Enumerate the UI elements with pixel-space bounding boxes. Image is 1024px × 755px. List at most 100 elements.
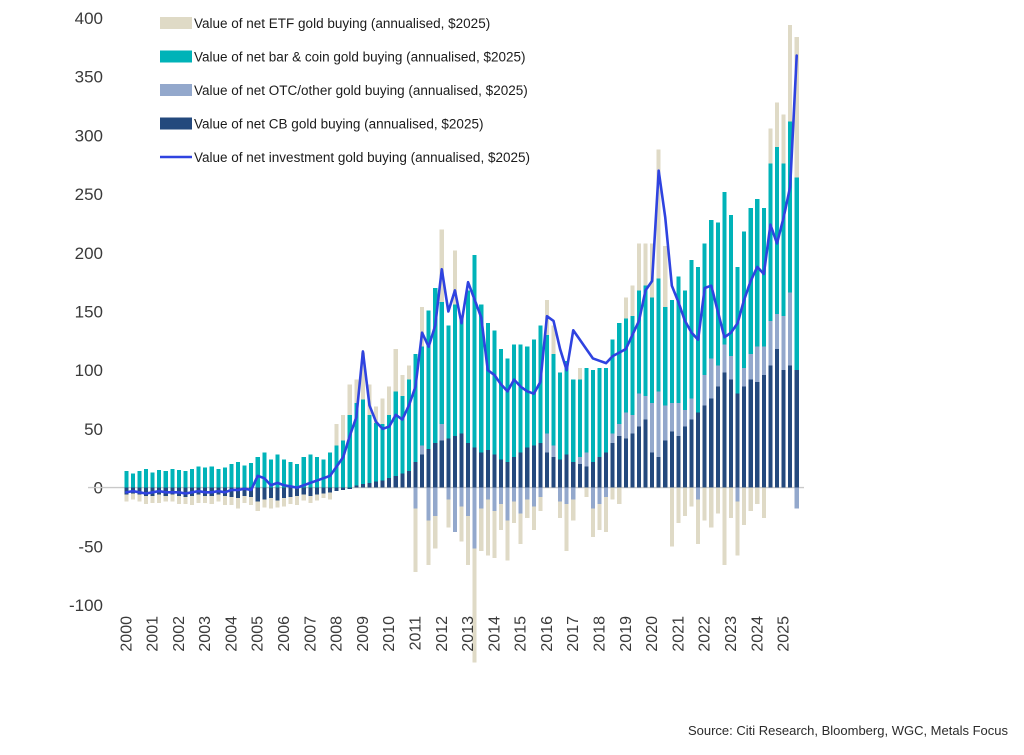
- bar-bar_coin-2002Q2: [183, 471, 188, 488]
- y-tick-250: 250: [75, 185, 103, 204]
- bar-bar_coin-2004Q2: [235, 461, 241, 488]
- bar-otc_other-2015Q2: [525, 487, 530, 500]
- bar-cb-2024Q1: [755, 381, 760, 488]
- x-tick-2006: 2006: [276, 616, 293, 652]
- bar-otc_other-2017Q2: [577, 457, 582, 465]
- bar-otc_other-2015Q3: [531, 487, 536, 507]
- bar-otc_other-2016Q1: [544, 433, 549, 453]
- bar-etf-2024Q1: [755, 487, 760, 505]
- bar-etf-2021Q4: [696, 499, 701, 544]
- bar-etf-2019Q3: [636, 243, 642, 291]
- bar-etf-2018Q3: [610, 487, 615, 500]
- bar-cb-2011Q2: [420, 454, 425, 488]
- bar-cb-2017Q1: [571, 461, 576, 488]
- bar-otc_other-2019Q4: [643, 396, 648, 420]
- bar-cb-2010Q1: [387, 478, 392, 488]
- bar-bar_coin-2001Q1: [150, 472, 155, 488]
- bar-bar_coin-2005Q2: [262, 452, 267, 488]
- bar-bar_coin-2006Q4: [301, 457, 306, 488]
- bar-bar_coin-2014Q4: [512, 344, 517, 458]
- bar-bar_coin-2024Q2: [761, 208, 766, 347]
- bar-etf-2006Q3: [295, 495, 300, 506]
- x-tick-2014: 2014: [486, 616, 503, 652]
- bar-cb-2010Q3: [400, 473, 405, 488]
- bar-etf-2004Q3: [242, 495, 247, 503]
- bar-bar_coin-2009Q2: [367, 414, 372, 483]
- bar-etf-2012Q1: [439, 229, 444, 303]
- bar-etf-2017Q2: [577, 367, 582, 380]
- bar-bar_coin-2013Q3: [479, 304, 484, 453]
- bar-bar_coin-2019Q2: [630, 316, 635, 415]
- net-investment-line: [124, 54, 799, 495]
- bar-bar_coin-2007Q1: [308, 454, 313, 488]
- bar-etf-2020Q2: [656, 149, 661, 279]
- bar-cb-2014Q3: [505, 461, 510, 488]
- bar-cb-2006Q3: [295, 487, 300, 496]
- bar-cb-2020Q3: [663, 440, 668, 488]
- bar-etf-2015Q3: [531, 506, 536, 530]
- x-tick-2018: 2018: [592, 616, 609, 652]
- bar-etf-2014Q3: [505, 520, 510, 561]
- bar-cb-2023Q3: [742, 386, 747, 488]
- legend-swatch-etf: [160, 17, 192, 29]
- bar-cb-2011Q1: [413, 461, 418, 488]
- bar-cb-2000Q4: [143, 487, 149, 496]
- bar-otc_other-2021Q4: [696, 487, 701, 500]
- bar-etf-2010Q1: [387, 386, 392, 415]
- bar-bar_coin-2023Q2: [735, 266, 740, 394]
- bar-cb-2019Q3: [636, 426, 642, 488]
- bar-otc_other-2018Q1: [597, 487, 602, 505]
- bar-bar_coin-2020Q3: [663, 306, 668, 406]
- bar-cb-2008Q3: [347, 487, 352, 489]
- bar-etf-2022Q3: [715, 487, 720, 514]
- bar-cb-2013Q2: [472, 447, 477, 488]
- legend-item-bar_coin[interactable]: Value of net bar & coin gold buying (ann…: [160, 50, 525, 65]
- bar-otc_other-2020Q1: [650, 403, 655, 453]
- legend-item-otc_other[interactable]: Value of net OTC/other gold buying (annu…: [160, 83, 528, 98]
- bar-cb-2005Q2: [262, 487, 267, 500]
- bar-otc_other-2016Q2: [551, 445, 556, 458]
- source-note: Source: Citi Research, Bloomberg, WGC, M…: [688, 723, 1009, 738]
- bar-otc_other-2011Q2: [420, 445, 425, 455]
- x-tick-2019: 2019: [618, 616, 635, 652]
- bar-bar_coin-2021Q1: [676, 276, 681, 404]
- bar-bar_coin-2004Q1: [229, 464, 234, 488]
- x-tick-2020: 2020: [644, 616, 661, 652]
- bar-etf-2024Q4: [774, 102, 780, 148]
- bar-etf-2010Q2: [393, 349, 398, 392]
- bar-otc_other-2024Q3: [768, 320, 773, 366]
- legend-item-cb[interactable]: Value of net CB gold buying (annualised,…: [160, 117, 483, 132]
- bar-cb-2020Q2: [656, 457, 661, 488]
- bar-bar_coin-2001Q4: [170, 468, 175, 488]
- bar-etf-2020Q4: [669, 487, 674, 547]
- bar-cb-2008Q1: [334, 487, 339, 492]
- bar-etf-2002Q1: [176, 495, 181, 505]
- bar-otc_other-2014Q3: [505, 487, 510, 521]
- bar-cb-2016Q3: [558, 459, 563, 488]
- x-tick-2001: 2001: [145, 616, 162, 652]
- bar-bar_coin-2019Q1: [623, 318, 628, 413]
- bar-otc_other-2011Q1: [413, 487, 418, 509]
- bar-etf-2002Q4: [196, 494, 201, 503]
- bar-otc_other-2012Q1: [439, 424, 444, 441]
- legend-label-etf: Value of net ETF gold buying (annualised…: [194, 16, 490, 31]
- bar-etf-2017Q1: [571, 499, 576, 521]
- bar-etf-2013Q4: [485, 499, 490, 556]
- bar-bar_coin-2005Q3: [268, 459, 273, 488]
- bar-etf-2005Q4: [275, 500, 280, 508]
- x-tick-2021: 2021: [670, 616, 687, 652]
- bar-cb-2017Q4: [590, 461, 595, 488]
- bar-bar_coin-2012Q4: [459, 316, 464, 434]
- bar-cb-2006Q4: [301, 487, 306, 495]
- legend-item-etf[interactable]: Value of net ETF gold buying (annualised…: [160, 16, 490, 31]
- bar-bar_coin-2011Q3: [426, 310, 431, 449]
- bar-bar_coin-2011Q2: [420, 346, 425, 446]
- bar-bar_coin-2013Q1: [466, 290, 471, 443]
- bar-etf-2004Q4: [249, 496, 254, 506]
- bar-etf-2016Q4: [564, 504, 569, 551]
- bar-bar_coin-2020Q1: [650, 297, 655, 404]
- bar-bar_coin-2007Q2: [314, 457, 319, 488]
- legend-item-net_investment[interactable]: Value of net investment gold buying (ann…: [160, 150, 530, 165]
